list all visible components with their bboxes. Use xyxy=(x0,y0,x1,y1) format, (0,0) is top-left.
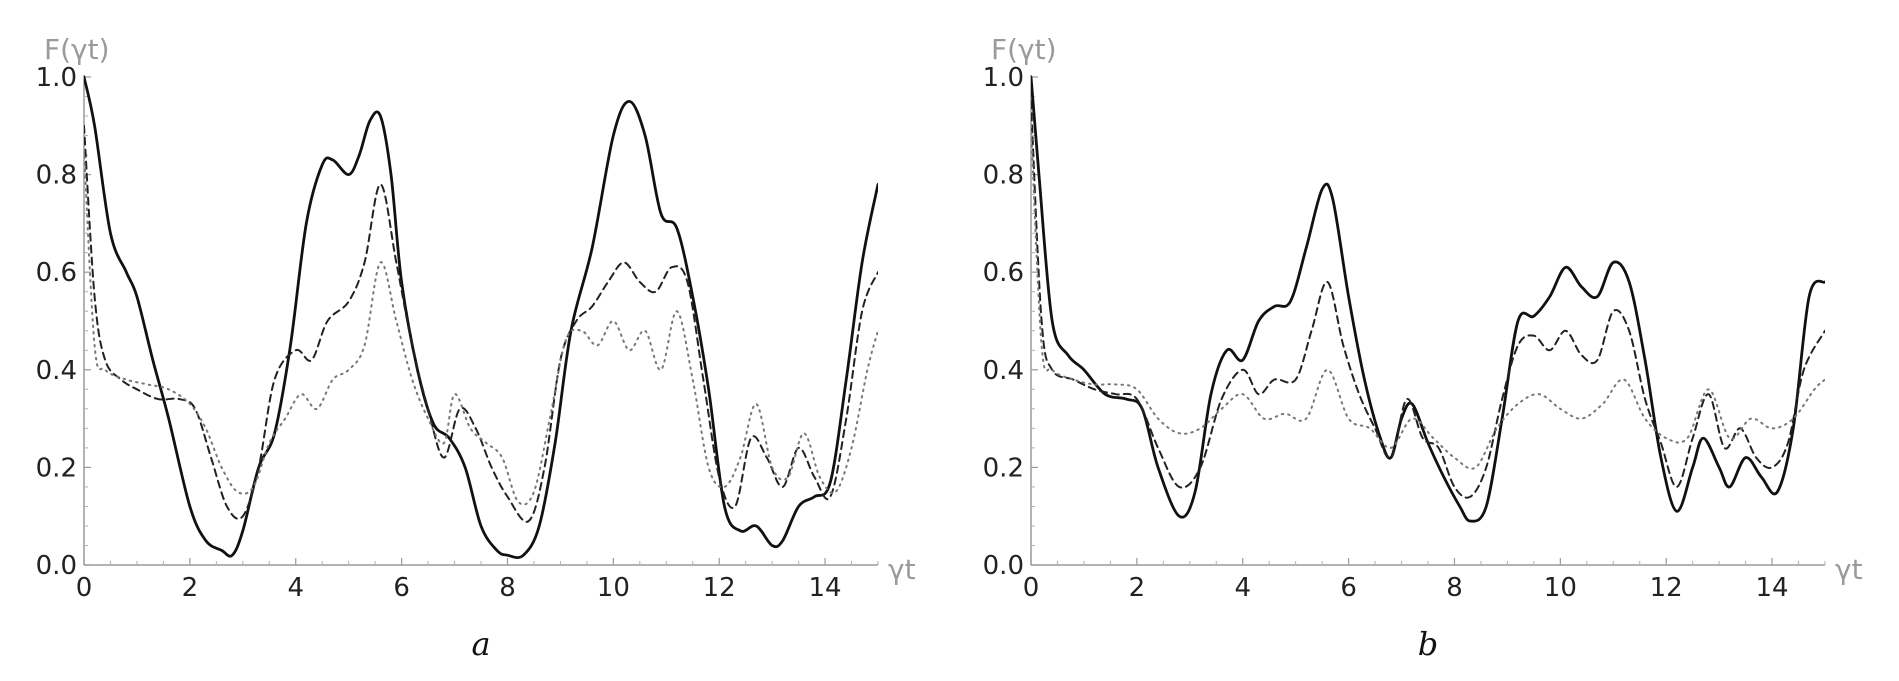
y-tick-label: 0.4 xyxy=(36,356,77,386)
x-tick-label: 8 xyxy=(499,573,516,603)
x-tick-label: 4 xyxy=(287,573,304,603)
x-tick-label: 6 xyxy=(393,573,410,603)
chart-panel-a: 0 2 4 6 8 10 12 14 0.0 0.2 0.4 0.6 0.8 1.0F(γt) γt a xyxy=(36,33,916,663)
series-line-solid xyxy=(84,75,878,559)
x-tick-label: 12 xyxy=(703,573,736,603)
y-axis-label: F(γt) xyxy=(991,33,1057,66)
y-tick-label: 0.0 xyxy=(36,551,77,581)
y-tick-label: 0.4 xyxy=(983,356,1024,386)
series-line-dotted xyxy=(1031,124,1825,470)
x-tick-label: 6 xyxy=(1340,573,1357,603)
x-axis-label: γt xyxy=(888,553,916,586)
x-tick-label: 14 xyxy=(809,573,842,603)
y-tick-label: 1.0 xyxy=(983,63,1024,93)
x-tick-label: 2 xyxy=(182,573,199,603)
series-line-dashed xyxy=(84,124,878,523)
x-tick-label: 0 xyxy=(1023,573,1040,603)
x-tick-label: 14 xyxy=(1756,573,1789,603)
y-tick-label: 0.0 xyxy=(983,551,1024,581)
x-axis-label: γt xyxy=(1835,553,1863,586)
y-tick-label: 0.8 xyxy=(36,161,77,191)
x-tick-label: 2 xyxy=(1129,573,1146,603)
series-line-dotted xyxy=(84,149,878,506)
x-tick-label: 10 xyxy=(597,573,630,603)
series-line-solid xyxy=(1031,75,1825,523)
x-tick-label: 10 xyxy=(1544,573,1577,603)
x-tick-label: 12 xyxy=(1650,573,1683,603)
x-tick-label: 0 xyxy=(76,573,93,603)
y-tick-label: 0.8 xyxy=(983,161,1024,191)
y-tick-label: 0.2 xyxy=(36,453,77,483)
x-tick-label: 8 xyxy=(1446,573,1463,603)
chart-panel-b: 0 2 4 6 8 10 12 14 0.0 0.2 0.4 0.6 0.8 1.0F(γt) γt b xyxy=(983,33,1863,663)
y-tick-label: 0.6 xyxy=(36,258,77,288)
y-axis-label: F(γt) xyxy=(44,33,110,66)
y-tick-label: 0.6 xyxy=(983,258,1024,288)
x-tick-label: 4 xyxy=(1234,573,1251,603)
panel-label: a xyxy=(471,625,490,663)
series-line-dashed xyxy=(1031,100,1825,499)
y-tick-label: 1.0 xyxy=(36,63,77,93)
y-tick-label: 0.2 xyxy=(983,453,1024,483)
panel-label: b xyxy=(1418,625,1438,663)
